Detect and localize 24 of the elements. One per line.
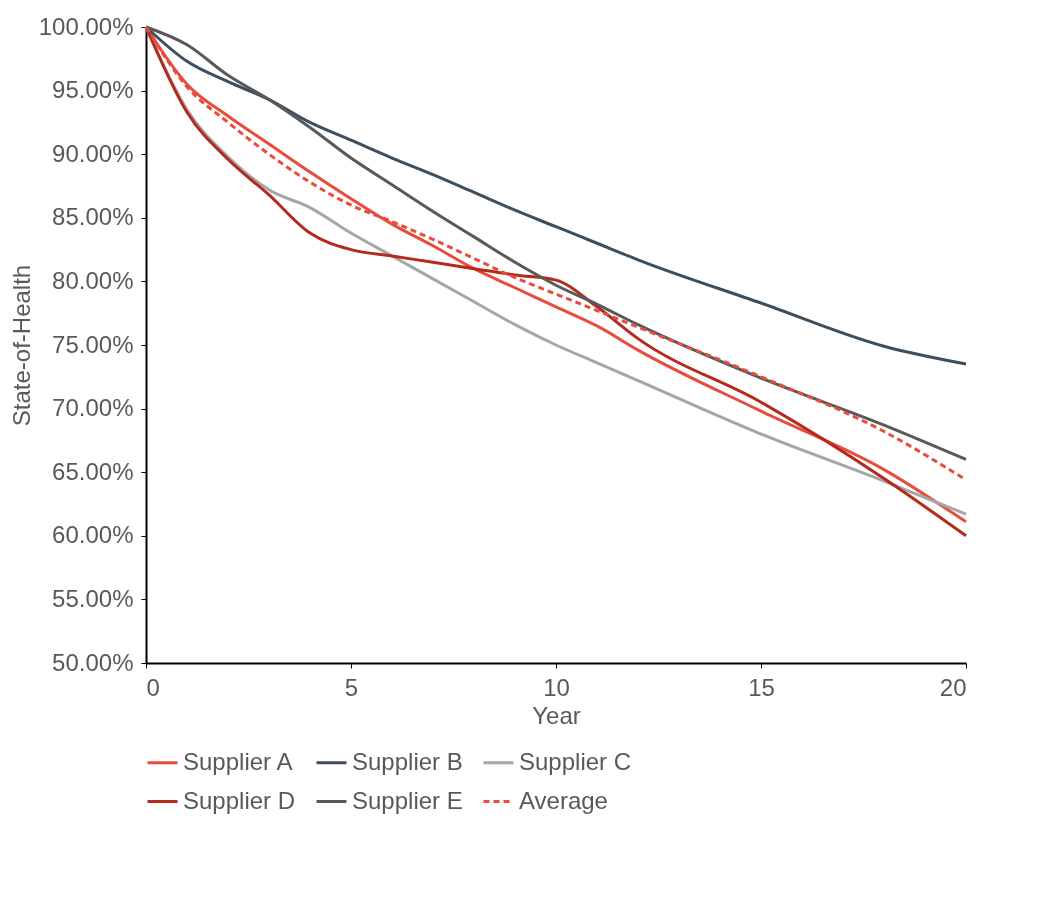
y-tick-label: 95.00% xyxy=(52,76,134,104)
x-axis-title: Year xyxy=(532,701,581,729)
y-tick-label: 85.00% xyxy=(52,203,134,231)
y-tick-label: 80.00% xyxy=(52,266,134,294)
y-tick-label: 60.00% xyxy=(52,521,134,549)
y-tick-label: 65.00% xyxy=(52,457,134,485)
y-tick-label: 100.00% xyxy=(38,12,134,40)
y-tick-label: 55.00% xyxy=(52,584,134,612)
x-tick-label: 20 xyxy=(939,673,967,701)
x-tick-label: 15 xyxy=(748,673,775,701)
legend-label: Supplier E xyxy=(352,786,463,814)
legend-label: Supplier D xyxy=(183,786,296,814)
x-tick-label: 10 xyxy=(543,673,570,701)
x-tick-label: 0 xyxy=(146,673,160,701)
y-tick-label: 50.00% xyxy=(52,648,134,676)
legend-label: Supplier B xyxy=(352,747,463,775)
legend-label: Average xyxy=(519,786,608,814)
legend-label: Supplier C xyxy=(519,747,632,775)
y-tick-label: 90.00% xyxy=(52,139,134,167)
y-axis-title: State-of-Health xyxy=(7,264,35,427)
legend-label: Supplier A xyxy=(183,747,293,775)
y-tick-label: 70.00% xyxy=(52,394,134,422)
x-tick-label: 5 xyxy=(344,673,359,701)
y-tick-label: 75.00% xyxy=(52,330,134,358)
